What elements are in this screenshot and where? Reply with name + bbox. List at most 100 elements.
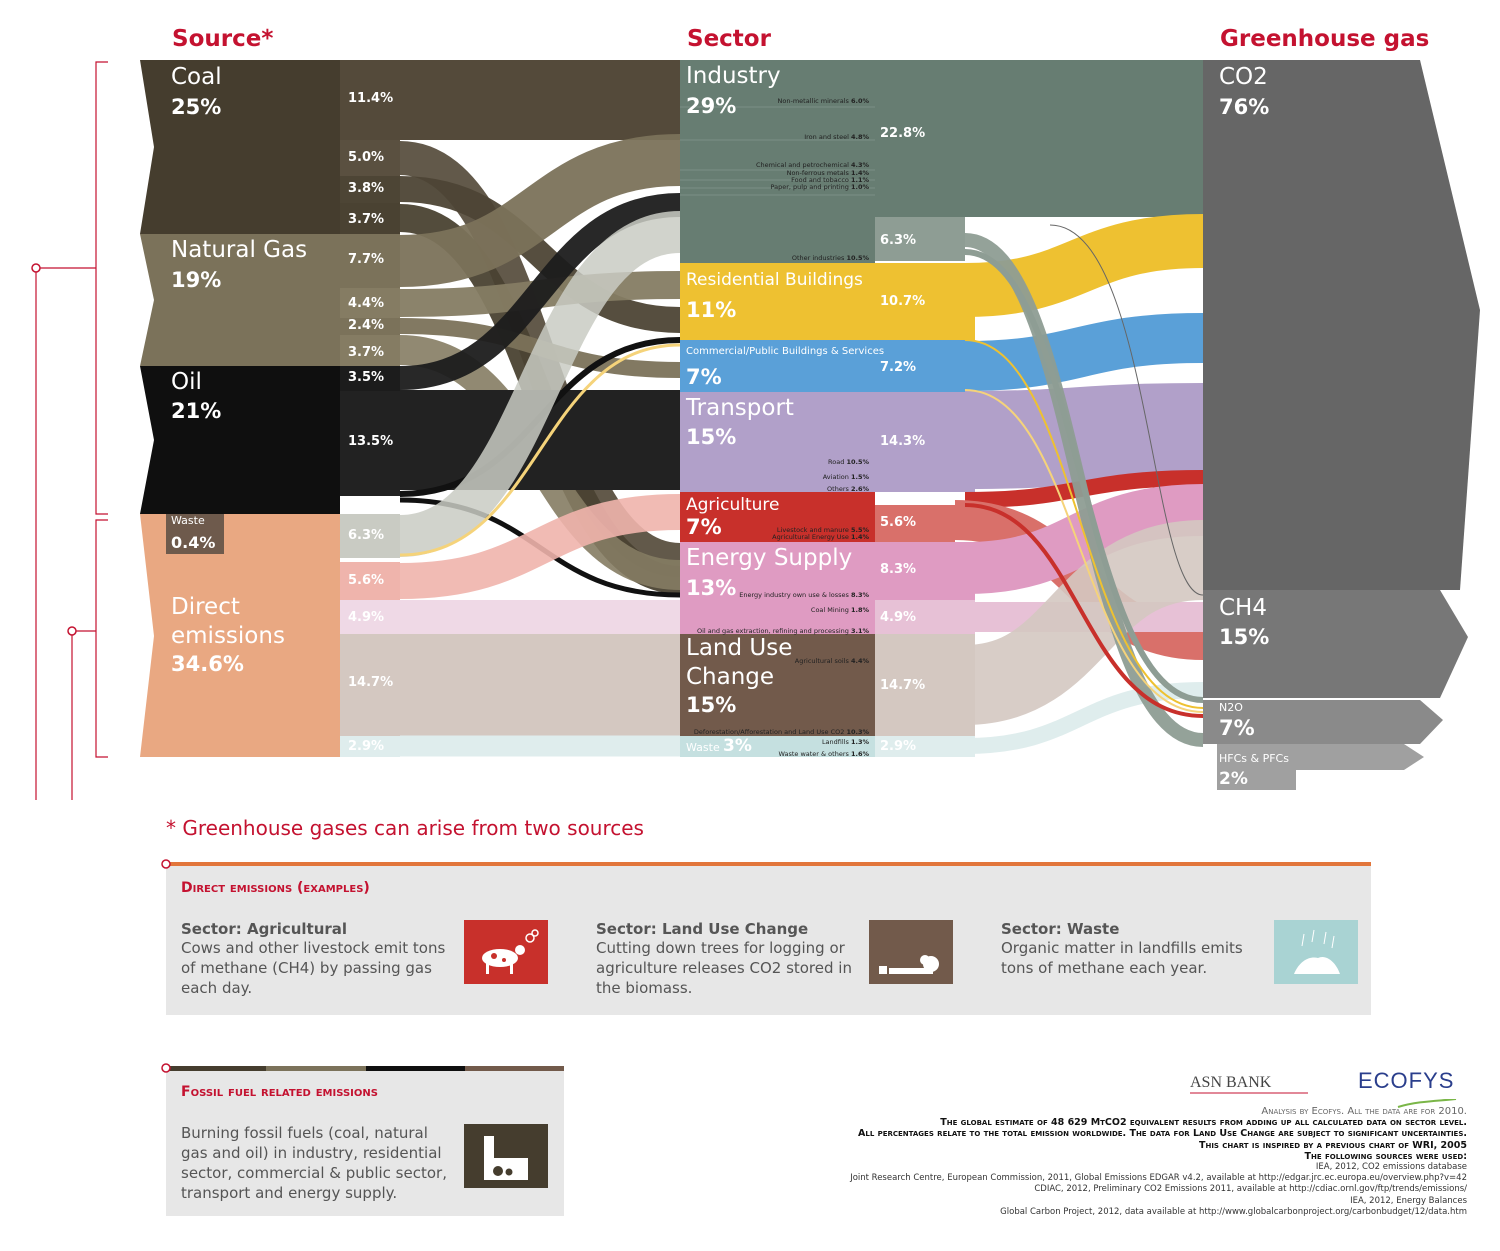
panel-accent-coal <box>166 1066 266 1071</box>
source-flow-label: 13.5% <box>348 434 394 449</box>
sector-industry-label: Industry <box>686 63 781 89</box>
source-flow-label: 2.4% <box>348 318 385 333</box>
example-title: Sector: Agricultural <box>181 920 348 938</box>
sector-sub-item: Non-metallic minerals 6.0% <box>777 97 869 105</box>
source-waste-label: Waste <box>171 514 205 527</box>
sector-flow-label: 5.6% <box>880 515 917 530</box>
gas-co2-label: CO2 <box>1219 64 1268 90</box>
source-flow-label: 6.3% <box>348 528 385 543</box>
sector-sub-item: Iron and steel 4.8% <box>804 133 869 141</box>
header-source: Source* <box>172 26 274 52</box>
credits-line: The global estimate of 48 629 MtCO2 equi… <box>940 1117 1467 1129</box>
source-flow-label: 3.7% <box>348 345 385 360</box>
sector-landuse-pct: 15% <box>686 693 737 717</box>
sector-sub-item: Other industries 10.5% <box>791 254 869 262</box>
sector-energy-label: Energy Supply <box>686 545 853 571</box>
sector-waste-block <box>680 736 875 757</box>
source-flow-label: 4.9% <box>348 610 385 625</box>
cow-icon <box>464 920 548 984</box>
footnote-title: * Greenhouse gases can arise from two so… <box>166 816 644 840</box>
gas-ch4-pct: 15% <box>1219 625 1270 649</box>
sector-sub-item: Deforestation/Afforestation and Land Use… <box>693 728 869 736</box>
gas-n2o-label: N2O <box>1219 701 1243 714</box>
direct-panel-title: Direct emissions (examples) <box>181 880 370 896</box>
sector-flow-label: 6.3% <box>880 233 917 248</box>
sector-energy-pct: 13% <box>686 576 737 600</box>
credits-line: IEA, 2012, Energy Balances <box>1350 1195 1467 1206</box>
sector-flow-label: 4.9% <box>880 610 917 625</box>
sector-sub-item: Paper, pulp and printing 1.0% <box>770 183 869 191</box>
source-flow-label: 4.4% <box>348 296 385 311</box>
asn-text: ASN BANK <box>1190 1074 1272 1091</box>
source-flow-label: 3.8% <box>348 181 385 196</box>
source-direct-label-1: Direct <box>171 594 240 620</box>
ecofys-logo: ECOFYS <box>1358 1068 1458 1113</box>
source-direct-pct: 34.6% <box>171 652 244 676</box>
sector-landuse-block <box>680 634 875 736</box>
source-sector-bands <box>398 60 682 757</box>
source-coal-label: Coal <box>171 64 222 90</box>
bracket-dot-direct <box>67 626 77 636</box>
sector-waste-label: Waste <box>686 741 720 754</box>
gas-hfc-label: HFCs & PFCs <box>1219 752 1289 765</box>
source-flow-label: 3.7% <box>348 212 385 227</box>
example-body: Cutting down trees for logging or agricu… <box>596 939 852 997</box>
gas-co2-pct: 76% <box>1219 95 1270 119</box>
gas-ch4-arrow <box>1203 590 1468 698</box>
landfill-icon <box>1274 920 1358 984</box>
credits-line: IEA, 2012, CO2 emissions database <box>1315 1162 1467 1173</box>
source-waste-block <box>166 514 224 554</box>
credits-line: All percentages relate to the total emis… <box>858 1128 1467 1140</box>
sector-sub-item: Landfills 1.3% <box>821 738 869 746</box>
credits-line: This chart is inspired by a previous cha… <box>1198 1139 1467 1151</box>
credits-line: Joint Research Centre, European Commissi… <box>850 1173 1467 1184</box>
gas-n2o-arrow <box>1203 700 1443 744</box>
sector-energy-block <box>680 542 875 634</box>
credits-line: The following sources were used: <box>1304 1150 1467 1162</box>
sector-flow-label: 8.3% <box>880 562 917 577</box>
source-oil-label: Oil <box>171 369 202 395</box>
source-gas-label: Natural Gas <box>171 237 308 263</box>
factory-icon <box>464 1124 548 1188</box>
sector-landuse-label-1: Land Use <box>686 635 793 661</box>
sector-agriculture-block <box>680 492 875 542</box>
sector-sub-item: Coal Mining 1.8% <box>810 606 869 614</box>
source-flow-label: 11.4% <box>348 91 394 106</box>
sector-transport-block <box>680 392 875 492</box>
example-body: Organic matter in landfills emits tons o… <box>1001 939 1243 977</box>
credits-block: Analysis by Ecofys. All the data are for… <box>850 1106 1467 1218</box>
header-sector: Sector <box>687 26 771 52</box>
source-gas-pct: 19% <box>171 268 222 292</box>
gas-hfc-pct: 2% <box>1219 769 1248 789</box>
sector-sub-item: Livestock and manure 5.5% <box>776 526 869 534</box>
sector-residential-label: Residential Buildings <box>686 270 863 290</box>
sankey-diagram <box>31 60 1480 800</box>
panel-dot-fossil <box>161 1063 171 1073</box>
panel-accent-oil <box>366 1066 465 1071</box>
sector-landuse-label-2: Change <box>686 664 775 690</box>
direct-emissions-panel <box>166 862 1371 1015</box>
panel-accent-waste <box>465 1066 564 1071</box>
sector-sub-item: Aviation 1.5% <box>822 473 869 481</box>
source-flow-label: 7.7% <box>348 252 385 267</box>
example-body: Cows and other livestock emit tons of me… <box>181 939 446 997</box>
ecofys-swoosh-icon <box>1397 1098 1457 1108</box>
sector-sub-item: Chemical and petrochemical 4.3% <box>755 161 869 169</box>
panel-accent-bar <box>166 862 1371 866</box>
sector-flow-label: 7.2% <box>880 360 917 375</box>
source-coal-block <box>140 60 340 234</box>
sector-agriculture-label: Agriculture <box>686 495 780 515</box>
gas-ch4-label: CH4 <box>1219 595 1267 621</box>
source-coal-pct: 25% <box>171 95 222 119</box>
gas-hfc-arrow <box>1217 744 1424 790</box>
sector-sub-item: Waste water & others 1.6% <box>778 750 869 758</box>
sector-flow-label: 14.3% <box>880 434 926 449</box>
example-title: Sector: Waste <box>1001 920 1120 938</box>
source-flow-label: 3.5% <box>348 370 385 385</box>
fossil-panel-body: Burning fossil fuels (coal, natural gas … <box>181 1124 447 1202</box>
sector-commercial-pct: 7% <box>686 365 722 389</box>
sector-flow-label: 22.8% <box>880 126 926 141</box>
example-agricultural: Sector: Agricultural Cows and other live… <box>181 920 451 998</box>
asn-bank-logo: ASN BANK <box>1190 1068 1310 1098</box>
source-gas-block <box>140 234 340 366</box>
